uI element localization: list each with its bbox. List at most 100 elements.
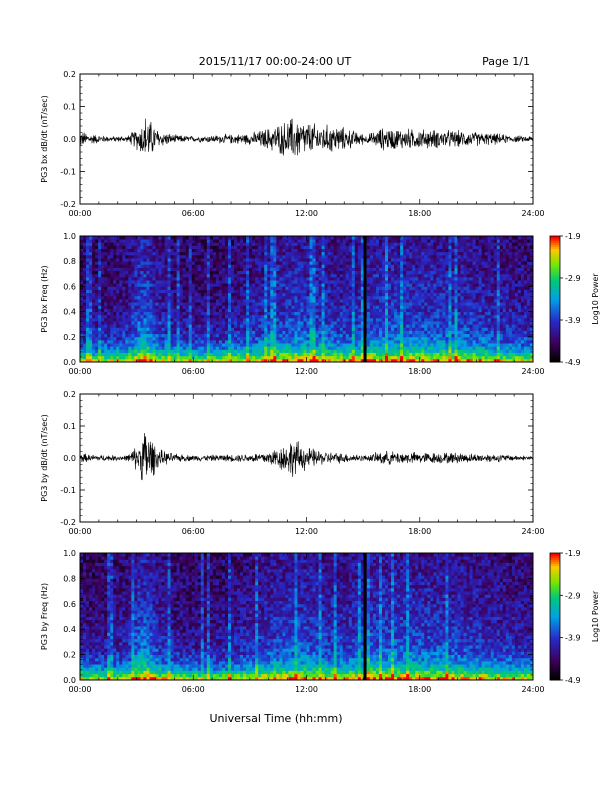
spectrogram-cell [107,267,111,272]
spectrogram-cell [400,317,404,322]
spectrogram-cell [330,355,335,360]
spectrogram-cell [418,317,422,322]
spectrogram-cell [188,239,193,243]
spectrogram-cell [246,239,250,243]
spectrogram-cell [224,292,229,297]
spectrogram-cell [89,346,93,350]
spectrogram-cell [321,311,326,316]
spectrogram-cell [146,242,150,246]
spectrogram-cell [221,289,226,294]
spectrogram-cell [231,242,235,246]
spectrogram-cell [206,264,211,268]
spectrogram-cell [445,236,449,240]
spectrogram-cell [288,327,292,331]
spectrogram-cell [197,358,202,363]
spectrogram-cell [285,302,289,306]
spectrogram-cell [336,261,341,265]
spectrogram-cell [170,339,175,344]
spectrogram-cell [149,258,153,262]
spectrogram-cell [375,299,380,303]
spectrogram-cell [119,311,123,316]
spectrogram-cell [273,267,277,272]
spectrogram-cell [107,295,111,300]
spectrogram-cell [382,314,386,319]
spectrogram-cell [409,280,413,284]
spectrogram-cell [378,292,383,297]
spectrogram-cell [406,339,410,344]
spectrogram-cell [261,308,265,312]
spectrogram-cell [116,261,120,265]
spectrogram-cell [424,242,428,246]
spectrogram-cell [412,236,416,240]
spectrogram-cell [95,248,99,253]
spectrogram-cell [391,270,395,275]
spectrogram-cell [333,299,338,303]
spectrogram-cell [167,346,171,350]
spectrogram-cell [382,236,386,240]
spectrogram-cell [203,317,208,322]
spectrogram-cell [276,239,280,243]
spectrogram-cell [182,276,187,281]
spectrogram-cell [394,330,398,335]
spectrogram-cell [255,308,259,312]
spectrogram-cell [128,358,132,363]
spectrogram-cell [212,236,217,240]
spectrogram-cell [267,264,271,268]
spectrogram-cell [206,324,211,328]
spectrogram-cell [333,305,338,309]
spectrogram-cell [318,239,322,243]
spectrogram-cell [321,339,326,344]
spectrogram-cell [372,267,377,272]
spectrogram-cell [270,264,274,268]
spectrogram-cell [385,283,389,287]
spectrogram-cell [203,267,208,272]
spectrogram-cell [173,273,178,278]
spectrogram-cell [442,261,446,265]
spectrogram-cell [237,251,241,256]
spectrogram-cell [104,311,108,316]
spectrogram-cell [137,273,141,278]
spectrogram-cell [442,327,446,331]
spectrogram-cell [119,358,123,363]
spectrogram-cell [360,276,365,281]
spectrogram-cell [95,289,99,294]
spectrogram-cell [261,270,265,275]
spectrogram-cell [101,280,105,284]
spectrogram-cell [433,258,437,262]
spectrogram-cell [297,245,301,249]
spectrogram-cell [339,236,344,240]
spectrogram-cell [179,330,184,335]
spectrogram-cell [258,302,262,306]
spectrogram-cell [197,236,202,240]
spectrogram-cell [164,324,168,328]
spectrogram-cell [276,270,280,275]
spectrogram-cell [342,311,347,316]
spectrogram-cell [294,276,298,281]
spectrogram-cell [191,286,196,290]
spectrogram-cell [418,289,422,294]
spectrogram-cell [388,254,392,259]
spectrogram-cell [285,349,289,353]
spectrogram-cell [137,242,141,246]
spectrogram-cell [134,324,138,328]
spectrogram-cell [212,302,217,306]
spectrogram-cell [212,280,217,284]
spectrogram-cell [227,295,232,300]
spectrogram-cell [427,358,431,363]
spectrogram-cell [173,355,178,360]
spectrogram-cell [388,267,392,272]
spectrogram-cell [179,346,184,350]
spectrogram-cell [113,251,117,256]
spectrogram-cell [385,327,389,331]
spectrogram-cell [206,292,211,297]
spectrogram-cell [197,289,202,294]
spectrogram-cell [167,339,171,344]
spectrogram-cell [339,336,344,341]
spectrogram-cell [218,248,223,253]
spectrogram-cell [131,336,135,341]
spectrogram-cell [95,254,99,259]
spectrogram-cell [282,261,286,265]
spectrogram-cell [403,254,407,259]
spectrogram-cell [86,236,90,240]
spectrogram-cell [369,239,374,243]
